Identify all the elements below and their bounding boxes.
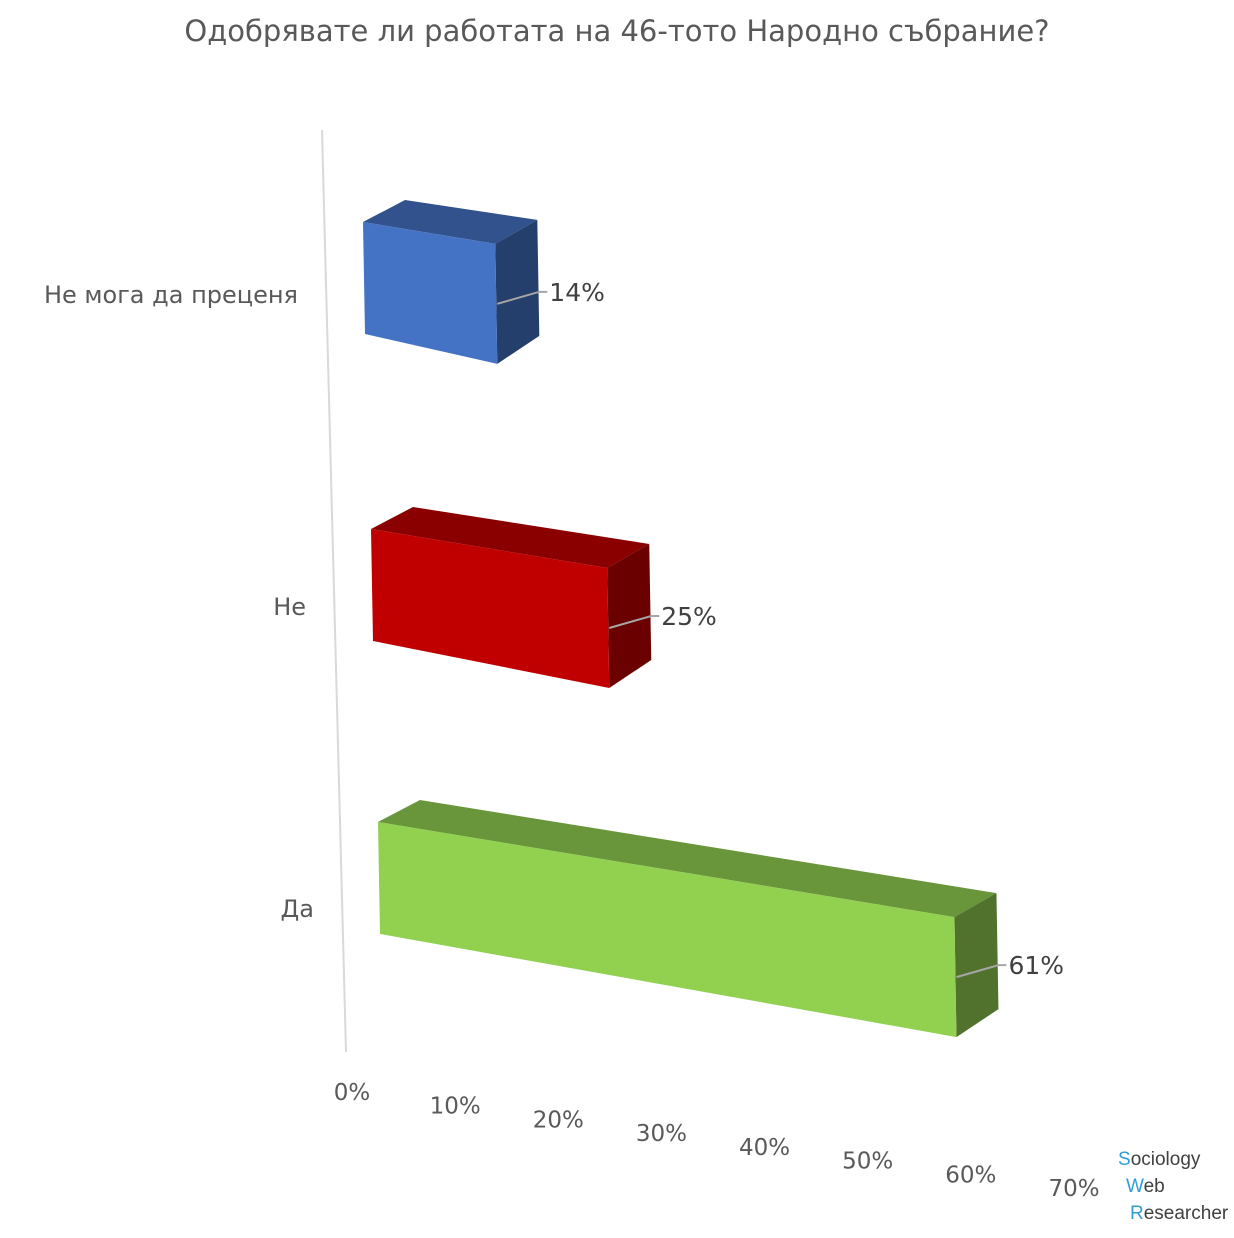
data-label: 61% (1008, 951, 1064, 980)
x-tick-label: 30% (636, 1121, 687, 1147)
x-tick-label: 10% (430, 1094, 481, 1120)
chart-title: Одобрявате ли работата на 46-тото Народн… (184, 14, 1050, 48)
category-label: Не (273, 593, 306, 621)
x-tick-label: 60% (945, 1162, 996, 1188)
bar (371, 529, 610, 688)
category-label: Не мога да преценя (44, 281, 298, 309)
leader-line (956, 964, 1007, 979)
leader-line (608, 614, 660, 629)
bar-top-face (371, 507, 650, 568)
leader-line (497, 290, 548, 305)
data-label: 14% (549, 278, 605, 307)
watermark-line-3: Researcher (1130, 1203, 1229, 1224)
watermark-logo: Sociology Web Researcher (1118, 1146, 1228, 1227)
x-tick-label: 70% (1048, 1176, 1099, 1202)
bar-top-face (378, 800, 997, 918)
bar-side-face (954, 893, 999, 1038)
bar-side-face (495, 219, 540, 364)
x-tick-label: 0% (334, 1080, 371, 1106)
category-label: Да (281, 895, 314, 923)
watermark-line-2: Web (1126, 1176, 1165, 1197)
bar-top-face (363, 200, 538, 244)
bar (378, 822, 957, 1038)
x-tick-label: 40% (739, 1135, 790, 1161)
category-axis-line (321, 129, 347, 1053)
watermark-line-1: Sociology (1118, 1149, 1201, 1170)
x-tick-label: 20% (533, 1107, 584, 1133)
data-label: 25% (661, 602, 717, 631)
x-tick-label: 50% (842, 1149, 893, 1175)
bar-side-face (607, 543, 652, 688)
bar (363, 222, 498, 364)
